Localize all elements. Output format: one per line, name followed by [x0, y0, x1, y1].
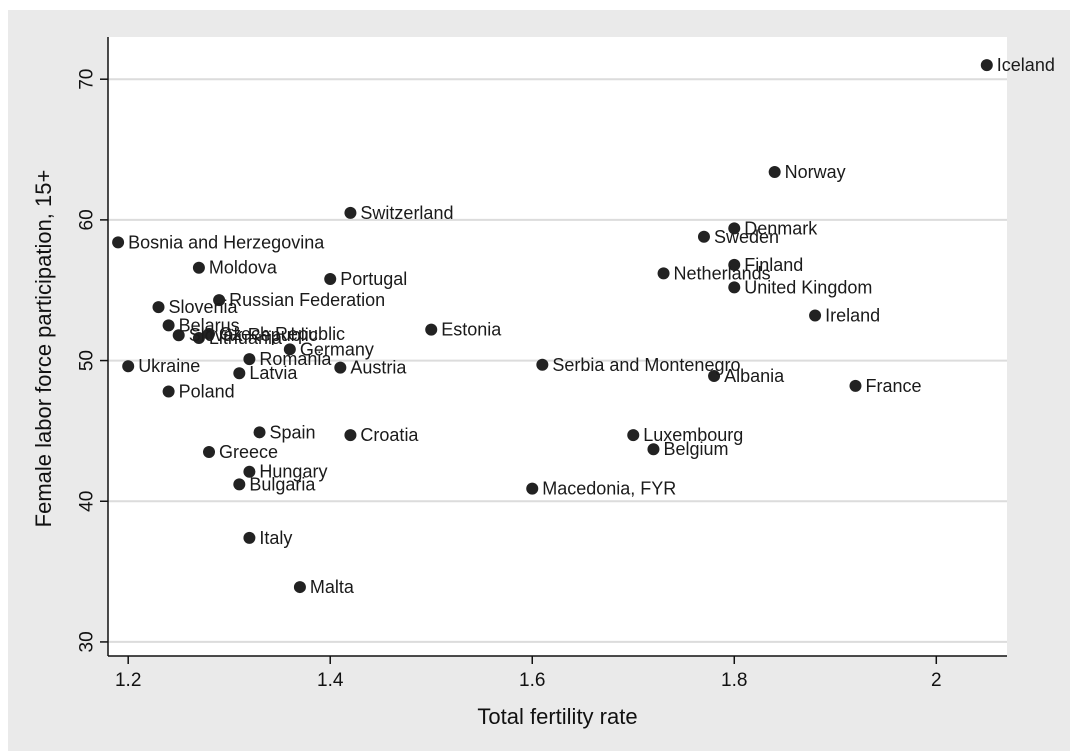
data-point-label: Albania: [724, 366, 785, 386]
data-point-label: Lithuania: [209, 328, 283, 348]
data-point: [526, 482, 539, 495]
data-point-label: Denmark: [744, 218, 818, 238]
data-point: [344, 429, 357, 442]
data-point-label: Ukraine: [138, 356, 200, 376]
data-point: [203, 327, 216, 340]
data-point-label: Russian Federation: [229, 290, 385, 310]
data-point: [162, 385, 175, 398]
data-point: [283, 343, 296, 356]
data-point: [162, 319, 175, 332]
data-point: [203, 446, 216, 459]
data-point: [293, 581, 306, 594]
y-axis-title: Female labor force participation, 15+: [31, 170, 56, 528]
data-point: [253, 426, 266, 439]
data-point-label: Austria: [350, 358, 407, 378]
data-point: [233, 478, 246, 491]
x-axis-title: Total fertility rate: [477, 704, 637, 729]
data-point-label: Greece: [219, 442, 278, 462]
data-point-label: Bosnia and Herzegovina: [128, 232, 325, 252]
data-point: [627, 429, 640, 442]
data-point: [152, 301, 165, 314]
data-point: [647, 443, 660, 456]
x-tick-label: 1.2: [115, 670, 141, 691]
y-tick-label: 40: [77, 491, 98, 512]
scatter-chart: 30 40 50 60 70 1.2 1.4 1.6 1.8 2 Iceland Norway Swi…: [31, 37, 1055, 729]
data-point-label: Macedonia, FYR: [542, 479, 676, 499]
data-point: [697, 230, 710, 243]
data-point-label: France: [865, 376, 921, 396]
plot-area: [108, 37, 1007, 656]
data-point: [849, 379, 862, 392]
data-point: [172, 329, 185, 342]
data-point-label: Latvia: [249, 363, 298, 383]
data-point-label: Belgium: [663, 439, 728, 459]
data-point: [334, 361, 347, 374]
data-point-label: Estonia: [441, 320, 502, 340]
data-point: [233, 367, 246, 380]
data-point-label: Czech Republic: [219, 324, 345, 344]
data-point-label: Poland: [179, 382, 235, 402]
data-point-label: Finland: [744, 255, 803, 275]
data-point: [344, 206, 357, 219]
data-point: [809, 309, 822, 322]
grid-lines: [108, 78, 1007, 643]
data-point: [980, 59, 993, 72]
data-point: [536, 358, 549, 371]
data-point-label: Belarus: [179, 315, 240, 335]
data-point-label: Slovak Republic: [189, 325, 318, 345]
data-point-label: Iceland: [997, 55, 1055, 75]
data-point-label: Luxembourg: [643, 425, 743, 445]
data-point: [425, 323, 438, 336]
chart-frame: 30 40 50 60 70 1.2 1.4 1.6 1.8 2 Iceland Norway Swi…: [8, 10, 1070, 751]
y-tick-label: 30: [77, 631, 98, 652]
data-point-label: Norway: [785, 162, 846, 182]
y-tick-label: 70: [77, 69, 98, 90]
data-point: [728, 258, 741, 271]
data-point-label: Malta: [310, 577, 355, 597]
y-tick-label: 50: [77, 350, 98, 371]
data-point-label: Netherlands: [674, 263, 771, 283]
x-tick-label: 1.8: [721, 670, 747, 691]
data-point: [243, 465, 256, 478]
data-point-label: Switzerland: [360, 203, 453, 223]
data-point-label: Portugal: [340, 269, 407, 289]
data-point-label: Moldova: [209, 258, 278, 278]
data-point-label: Bulgaria: [249, 474, 316, 494]
axes: 30 40 50 60 70 1.2 1.4 1.6 1.8 2: [77, 37, 1007, 691]
data-points: [112, 59, 993, 594]
data-point-label: Spain: [270, 422, 316, 442]
data-point-label: United Kingdom: [744, 277, 872, 297]
data-point: [192, 332, 205, 345]
data-point: [768, 166, 781, 179]
data-point-label: Slovenia: [169, 297, 239, 317]
data-point: [324, 272, 337, 285]
data-point-label: Croatia: [360, 425, 419, 445]
data-point: [112, 236, 125, 249]
data-point: [657, 267, 670, 280]
data-point: [728, 281, 741, 294]
data-point-label: Hungary: [259, 462, 327, 482]
data-point-label: Germany: [300, 339, 374, 359]
x-tick-label: 1.6: [519, 670, 545, 691]
data-point-label: Serbia and Montenegro: [552, 355, 740, 375]
data-point: [728, 222, 741, 235]
data-point: [243, 353, 256, 366]
x-tick-label: 2: [931, 670, 942, 691]
data-point: [213, 294, 226, 307]
data-point-label: Sweden: [714, 227, 779, 247]
data-point: [192, 261, 205, 274]
data-point-label: Italy: [259, 528, 292, 548]
data-point-label: Ireland: [825, 306, 880, 326]
data-point-label: Romania: [259, 349, 332, 369]
data-point: [708, 370, 721, 383]
y-tick-label: 60: [77, 209, 98, 230]
data-point: [243, 531, 256, 544]
data-point: [122, 360, 135, 373]
x-tick-label: 1.4: [317, 670, 344, 691]
